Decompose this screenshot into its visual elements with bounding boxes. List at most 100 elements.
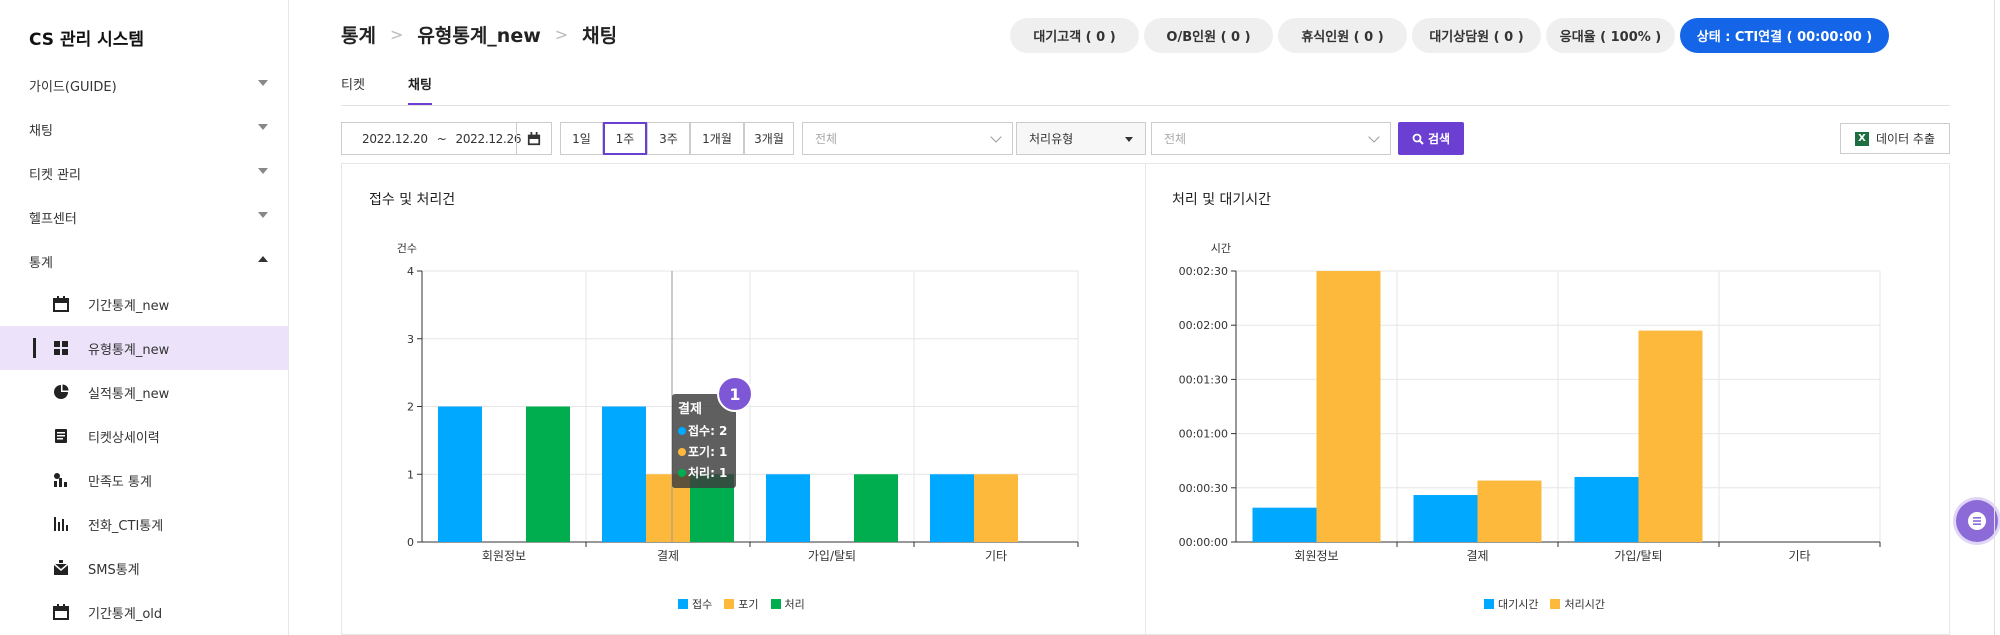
sidebar-item-period-stats[interactable]: 기간통계_new (0, 282, 288, 326)
excel-icon: X (1854, 131, 1869, 146)
chart-legend-left: 접수 포기 처리 (678, 596, 805, 612)
legend-label: 포기 (738, 598, 759, 611)
date-range-input[interactable]: 2022.12.20 ~ 2022.12.26 (341, 122, 522, 155)
chart-legend-right: 대기시간 처리시간 (1484, 596, 1605, 612)
sidebar-item-label: SMS통계 (88, 562, 140, 578)
status-pills: 대기고객 ( 0 ) O/B인원 ( 0 ) 휴식인원 ( 0 ) 대기상담원 … (1010, 18, 1889, 53)
satisfaction-icon (54, 473, 67, 487)
panel-title: 처리 및 대기시간 (1172, 192, 1272, 208)
range-1w-button[interactable]: 1주 (603, 122, 647, 155)
legend-swatch (724, 599, 735, 609)
range-1m-button[interactable]: 1개월 (690, 122, 744, 155)
legend-swatch (678, 599, 688, 609)
date-to: 2022.12.26 (455, 131, 522, 146)
range-3w-button[interactable]: 3주 (647, 122, 690, 155)
chevron-down-icon (258, 80, 268, 86)
ob-staff-pill[interactable]: O/B인원 ( 0 ) (1144, 18, 1273, 53)
legend-item[interactable]: 처리시간 (1550, 596, 1605, 612)
chevron-right-icon: > (389, 25, 404, 44)
envelope-icon (53, 560, 69, 575)
date-separator: ~ (436, 131, 447, 146)
cti-status-pill[interactable]: 상태 : CTI연결 ( 00:00:00 ) (1680, 18, 1889, 53)
legend-item[interactable]: 포기 (724, 596, 759, 612)
menu-label: 통계 (29, 255, 53, 271)
select-value: 전체 (815, 132, 838, 146)
sidebar-item-label: 티켓상세이력 (88, 430, 160, 446)
select-value: 처리유형 (1029, 132, 1074, 146)
legend-swatch (1550, 599, 1561, 609)
chevron-down-icon (1368, 131, 1380, 143)
menu-chat[interactable]: 채팅 (0, 114, 288, 144)
response-rate-pill[interactable]: 응대율 ( 100% ) (1546, 18, 1675, 53)
resting-staff-pill[interactable]: 휴식인원 ( 0 ) (1278, 18, 1407, 53)
tab-chat[interactable]: 채팅 (408, 74, 432, 105)
waiting-agents-pill[interactable]: 대기상담원 ( 0 ) (1412, 18, 1541, 53)
bar-chart-icon (54, 517, 68, 531)
chevron-down-icon (990, 131, 1002, 143)
sidebar-item-ticket-history[interactable]: 티켓상세이력 (0, 414, 288, 458)
sidebar-item-satisfaction-stats[interactable]: 만족도 통계 (0, 458, 288, 502)
menu-guide[interactable]: 가이드(GUIDE) (0, 70, 288, 100)
sidebar-item-period-stats-old[interactable]: 기간통계_old (0, 590, 288, 634)
chevron-down-icon (258, 168, 268, 174)
caret-down-icon (1125, 137, 1133, 142)
range-3m-button[interactable]: 3개월 (744, 122, 794, 155)
calendar-button[interactable] (516, 122, 552, 155)
chevron-down-icon (258, 212, 268, 218)
search-button[interactable]: 검색 (1398, 122, 1464, 155)
legend-item[interactable]: 접수 (678, 596, 712, 612)
sidebar-item-sms-stats[interactable]: SMS통계 (0, 546, 288, 590)
category-select[interactable]: 전체 (802, 122, 1013, 155)
chevron-up-icon (258, 256, 268, 262)
document-icon (55, 429, 67, 443)
processing-waiting-panel: 처리 및 대기시간 (1145, 163, 1950, 635)
active-indicator (33, 338, 36, 358)
breadcrumb-item[interactable]: 유형통계_new (417, 25, 541, 47)
range-1d-button[interactable]: 1일 (560, 122, 603, 155)
sidebar-item-performance-stats[interactable]: 실적통계_new (0, 370, 288, 414)
breadcrumb-current: 채팅 (582, 25, 618, 47)
panel-title: 접수 및 처리건 (369, 192, 456, 208)
sidebar-item-label: 실적통계_new (88, 386, 170, 402)
sidebar-item-label: 만족도 통계 (88, 474, 152, 490)
legend-swatch (1484, 599, 1494, 609)
sidebar-item-type-stats[interactable]: 유형통계_new (0, 326, 288, 370)
grid-icon (54, 341, 68, 355)
process-detail-select[interactable]: 전체 (1151, 122, 1391, 155)
sidebar-item-label: 기간통계_new (88, 298, 170, 314)
calendar-icon (53, 296, 69, 312)
sidebar-item-cti-stats[interactable]: 전화_CTI통계 (0, 502, 288, 546)
menu-ticket[interactable]: 티켓 관리 (0, 158, 288, 188)
menu-statistics[interactable]: 통계 (0, 246, 288, 276)
breadcrumb-item[interactable]: 통계 (341, 25, 376, 47)
tab-ticket[interactable]: 티켓 (341, 78, 365, 93)
waiting-customers-pill[interactable]: 대기고객 ( 0 ) (1010, 18, 1139, 53)
select-value: 전체 (1164, 132, 1187, 146)
sidebar-item-label: 유형통계_new (88, 342, 170, 358)
sidebar-item-label: 전화_CTI통계 (88, 518, 164, 534)
legend-label: 대기시간 (1498, 598, 1539, 611)
menu-label: 가이드(GUIDE) (29, 79, 117, 95)
process-type-select[interactable]: 처리유형 (1016, 122, 1146, 155)
legend-label: 처리 (784, 598, 805, 611)
export-data-button[interactable]: X 데이터 추출 (1840, 123, 1950, 154)
legend-swatch (770, 599, 781, 609)
legend-item[interactable]: 대기시간 (1484, 596, 1538, 612)
pie-icon (54, 384, 69, 399)
legend-label: 접수 (692, 598, 713, 611)
app-title: CS 관리 시스템 (29, 30, 145, 50)
export-label: 데이터 추출 (1875, 132, 1935, 146)
sidebar-item-label: 기간통계_old (88, 606, 163, 622)
received-processed-panel: 접수 및 처리건 (341, 163, 1146, 635)
legend-item[interactable]: 처리 (770, 596, 805, 612)
calendar-icon (527, 131, 541, 145)
legend-label: 처리시간 (1564, 598, 1605, 611)
floating-menu-button[interactable] (1956, 500, 1998, 542)
search-label: 검색 (1427, 132, 1451, 146)
tab-bar: 티켓 채팅 (341, 72, 1950, 106)
search-icon (1412, 133, 1424, 145)
menu-helpcenter[interactable]: 헬프센터 (0, 202, 288, 232)
menu-label: 티켓 관리 (29, 167, 81, 183)
menu-label: 헬프센터 (29, 211, 77, 227)
date-from: 2022.12.20 (362, 131, 428, 146)
